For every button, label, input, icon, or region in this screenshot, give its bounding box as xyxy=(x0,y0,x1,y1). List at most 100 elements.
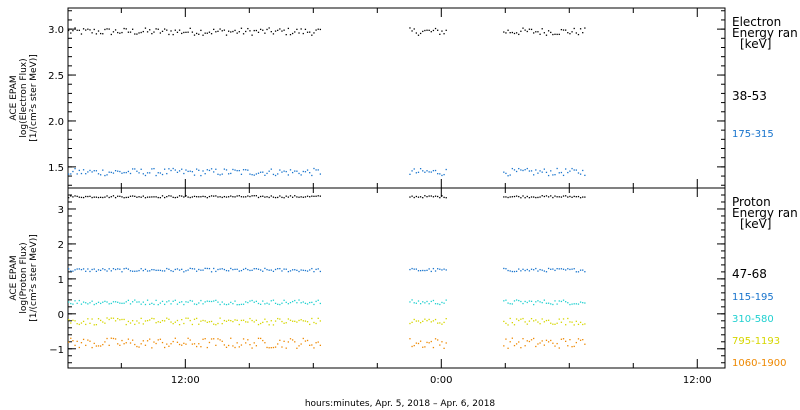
data-point xyxy=(300,196,302,198)
data-point xyxy=(146,270,149,272)
data-point xyxy=(268,324,270,326)
data-point xyxy=(539,301,541,303)
data-point xyxy=(166,195,168,198)
data-point xyxy=(409,268,411,271)
data-point xyxy=(432,29,435,32)
data-point xyxy=(174,321,176,323)
data-point xyxy=(537,31,539,33)
data-point xyxy=(413,196,415,199)
data-point xyxy=(526,167,528,170)
data-point xyxy=(415,302,417,304)
data-point xyxy=(296,269,298,272)
data-point xyxy=(567,345,569,347)
data-point xyxy=(219,303,221,306)
data-point xyxy=(304,269,307,272)
data-point xyxy=(560,196,563,198)
data-point xyxy=(313,303,315,306)
data-point xyxy=(74,269,76,271)
data-point xyxy=(298,345,300,347)
data-point xyxy=(528,320,531,322)
data-point xyxy=(266,346,268,349)
data-point xyxy=(198,302,200,304)
data-point xyxy=(441,195,443,197)
series-1060-1900 xyxy=(68,337,586,349)
data-point xyxy=(221,173,223,175)
data-point xyxy=(528,270,531,272)
data-point xyxy=(70,322,72,324)
data-point xyxy=(121,172,123,174)
data-point xyxy=(234,268,236,271)
data-point xyxy=(144,174,147,177)
data-point xyxy=(221,322,223,325)
data-point xyxy=(579,321,582,324)
data-point xyxy=(240,173,243,175)
data-point xyxy=(134,323,136,326)
data-point xyxy=(439,322,441,324)
data-point xyxy=(74,300,76,302)
data-point xyxy=(575,196,577,198)
data-point xyxy=(417,270,420,272)
data-point xyxy=(166,29,168,31)
data-point xyxy=(281,30,283,32)
data-point xyxy=(163,346,166,349)
proton-plot-frame xyxy=(67,187,726,369)
data-point xyxy=(434,270,437,272)
data-point xyxy=(176,319,179,322)
data-point xyxy=(193,318,196,320)
data-point xyxy=(114,196,117,199)
data-point xyxy=(584,323,586,325)
data-point xyxy=(89,322,91,325)
data-point xyxy=(315,169,317,171)
data-point xyxy=(426,170,428,172)
data-point xyxy=(72,270,74,272)
data-point xyxy=(255,319,258,321)
data-point xyxy=(428,303,430,305)
data-point xyxy=(253,321,255,323)
data-point xyxy=(571,303,573,305)
data-point xyxy=(515,270,518,273)
data-point xyxy=(251,174,253,176)
y-axis-label: log(Electron Flux) xyxy=(19,58,29,137)
data-point xyxy=(219,174,221,176)
data-point xyxy=(80,342,83,344)
data-point xyxy=(268,196,270,199)
data-point xyxy=(170,169,172,172)
data-point xyxy=(281,171,283,173)
data-point xyxy=(170,30,172,32)
data-point xyxy=(85,29,87,31)
data-point xyxy=(189,170,191,172)
data-point xyxy=(123,302,125,304)
data-point xyxy=(97,318,100,320)
data-point xyxy=(242,338,245,340)
data-point xyxy=(210,338,213,340)
data-point xyxy=(72,340,74,342)
data-point xyxy=(315,29,317,31)
data-point xyxy=(123,197,125,199)
data-point xyxy=(309,301,311,304)
data-point xyxy=(159,172,162,174)
data-point xyxy=(174,299,176,301)
data-point xyxy=(215,344,217,347)
data-point xyxy=(311,195,313,197)
data-point xyxy=(230,267,232,270)
data-point xyxy=(306,169,309,171)
data-point xyxy=(163,270,166,272)
data-point xyxy=(99,319,102,322)
data-point xyxy=(142,173,144,175)
data-point xyxy=(272,33,275,35)
data-point xyxy=(253,301,255,303)
data-point xyxy=(411,345,413,348)
data-point xyxy=(232,345,234,347)
data-point xyxy=(240,303,243,306)
data-point xyxy=(157,339,159,341)
data-point xyxy=(157,172,159,174)
data-point xyxy=(409,322,411,325)
data-point xyxy=(140,196,142,198)
data-point xyxy=(185,317,187,319)
data-point xyxy=(522,302,524,305)
data-point xyxy=(174,268,176,271)
data-point xyxy=(441,301,443,304)
data-point xyxy=(161,341,164,344)
data-point xyxy=(176,268,179,270)
data-point xyxy=(419,196,422,198)
